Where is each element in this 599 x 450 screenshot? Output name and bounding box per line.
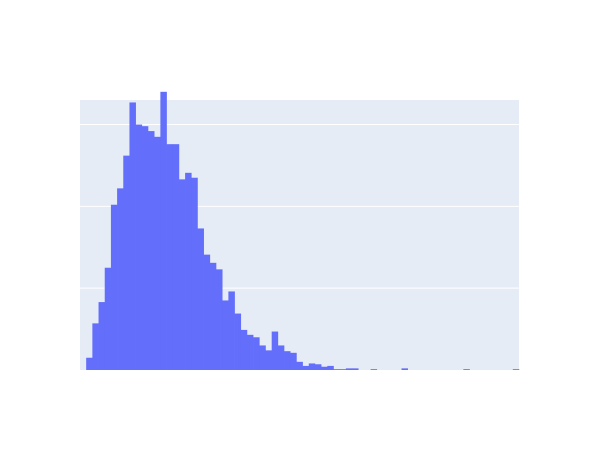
histogram-bar-2 <box>92 323 99 370</box>
histogram-bar-20 <box>203 254 211 370</box>
histogram-bar-27 <box>246 334 254 370</box>
histogram-bar-37 <box>308 363 316 370</box>
histogram-bar-36 <box>302 365 310 370</box>
histogram-bar-1 <box>86 357 93 370</box>
histogram-bar-42 <box>339 369 347 370</box>
histogram-bar-6 <box>117 188 124 370</box>
histogram-bar-31 <box>271 331 279 370</box>
histogram-bar-12 <box>154 136 161 370</box>
histogram-bar-17 <box>185 172 192 370</box>
histogram-bar-9 <box>135 124 143 370</box>
histogram-bar-14 <box>166 144 174 370</box>
histogram-bar-70 <box>512 369 520 370</box>
histogram-bar-34 <box>290 352 297 370</box>
histogram-bar-24 <box>228 291 235 370</box>
histogram-bar-11 <box>148 131 155 370</box>
histogram-bar-4 <box>104 267 112 370</box>
histogram-bar-23 <box>222 300 229 370</box>
histogram-bar-26 <box>240 329 248 370</box>
histogram-bar-43 <box>345 368 353 370</box>
histogram-bar-32 <box>277 345 285 370</box>
histogram-bar-7 <box>123 155 130 370</box>
bars <box>86 91 520 371</box>
histogram-bar-41 <box>333 369 340 370</box>
histogram-bar-29 <box>259 345 266 370</box>
histogram-bar-25 <box>234 313 242 370</box>
histogram-bar-62 <box>463 369 470 370</box>
histogram-bar-44 <box>352 368 359 370</box>
histogram-bar-13 <box>160 91 167 370</box>
histogram-bar-47 <box>370 369 378 370</box>
histogram-bar-52 <box>401 368 408 370</box>
histogram-bar-35 <box>296 361 303 370</box>
histogram-bar-40 <box>327 365 334 370</box>
histogram-bar-39 <box>321 366 328 370</box>
histogram-bar-21 <box>209 262 217 370</box>
histogram-bar-19 <box>197 228 204 370</box>
histogram-bar-16 <box>178 179 186 370</box>
histogram-bar-30 <box>265 350 272 370</box>
histogram-bar-5 <box>110 204 118 370</box>
histogram-bar-28 <box>253 337 260 370</box>
histogram-bar-22 <box>216 269 223 370</box>
histogram-bar-18 <box>191 177 198 370</box>
histogram-bar-38 <box>314 364 322 370</box>
histogram-bar-15 <box>172 144 180 370</box>
histogram-bar-3 <box>98 302 106 370</box>
histogram-bar-8 <box>129 102 136 370</box>
histogram-bar-10 <box>141 126 149 371</box>
histogram-bar-33 <box>284 351 291 370</box>
